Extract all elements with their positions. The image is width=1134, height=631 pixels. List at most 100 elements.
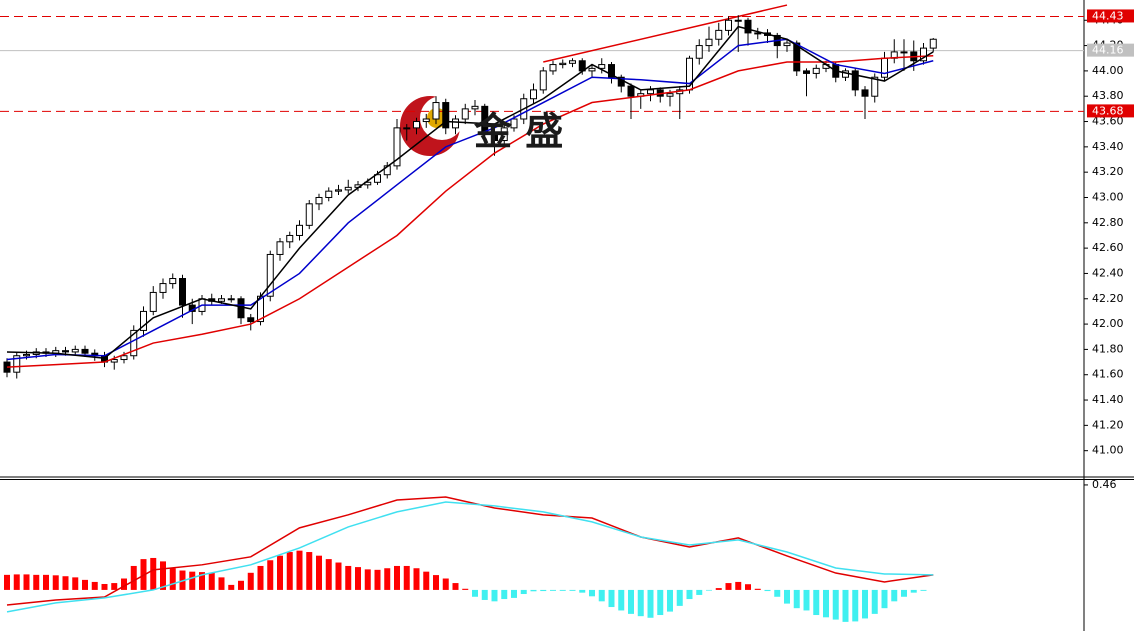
y-tick-label: 42.60 bbox=[1092, 241, 1124, 254]
candle-body bbox=[920, 47, 927, 62]
candle-body bbox=[539, 70, 547, 91]
histogram-bar bbox=[43, 574, 49, 590]
y-tick-label: 41.00 bbox=[1092, 444, 1124, 457]
candle-body bbox=[549, 64, 557, 72]
y-tick-label: 42.40 bbox=[1092, 266, 1124, 279]
candle-body bbox=[169, 278, 177, 285]
histogram-bar bbox=[228, 584, 235, 590]
histogram-bar bbox=[257, 565, 264, 590]
candle-body bbox=[491, 133, 498, 142]
histogram-bar bbox=[433, 575, 439, 590]
histogram-bar bbox=[23, 574, 30, 590]
histogram-bar bbox=[559, 589, 566, 591]
histogram-bar bbox=[793, 589, 800, 609]
candle-body bbox=[62, 350, 69, 353]
candle-body bbox=[422, 118, 430, 123]
candle-body bbox=[315, 196, 323, 205]
y-tick-label: 42.20 bbox=[1092, 292, 1124, 305]
histogram-bar bbox=[910, 589, 917, 593]
histogram-bar bbox=[540, 589, 547, 592]
histogram-bar bbox=[628, 589, 634, 614]
candle-body bbox=[851, 70, 859, 91]
candle-body bbox=[627, 85, 635, 97]
indicator-line bbox=[6, 54, 934, 368]
candle-body bbox=[734, 19, 742, 22]
y-tick-label: 0.46 bbox=[1092, 478, 1117, 491]
histogram-bar bbox=[920, 589, 927, 591]
histogram-bar bbox=[696, 589, 703, 595]
histogram-bar bbox=[735, 581, 742, 590]
histogram-bar bbox=[520, 589, 527, 595]
candle-body bbox=[335, 189, 342, 192]
candle-body bbox=[344, 186, 352, 191]
candle-body bbox=[861, 89, 869, 97]
histogram-bar bbox=[706, 589, 712, 591]
candle-body bbox=[276, 241, 284, 255]
histogram-bar bbox=[569, 589, 576, 591]
y-tick-label: 43.20 bbox=[1092, 165, 1124, 178]
histogram-bar bbox=[871, 589, 878, 614]
histogram-bar bbox=[62, 576, 69, 590]
candle-body bbox=[110, 359, 118, 363]
indicator-line bbox=[6, 496, 934, 606]
histogram-bar bbox=[715, 588, 722, 590]
candle-body bbox=[442, 102, 450, 129]
histogram-bar bbox=[160, 561, 166, 590]
price-label: 44.16 bbox=[1092, 44, 1124, 57]
histogram-bar bbox=[891, 589, 898, 602]
candle-body bbox=[227, 298, 235, 301]
histogram-bar bbox=[608, 589, 615, 608]
candle-body bbox=[481, 105, 489, 135]
candle-body bbox=[120, 355, 128, 361]
histogram-bar bbox=[413, 568, 420, 590]
histogram-bar bbox=[384, 568, 391, 590]
candle-body bbox=[432, 102, 440, 120]
candle-body bbox=[286, 234, 294, 243]
candle-body bbox=[393, 127, 401, 167]
histogram-bar bbox=[316, 555, 322, 590]
histogram-bar bbox=[530, 589, 537, 592]
histogram-bar bbox=[774, 589, 781, 597]
candle-body bbox=[500, 127, 508, 142]
histogram-bar bbox=[803, 589, 810, 611]
histogram-bar bbox=[686, 589, 693, 600]
histogram-bar bbox=[676, 589, 683, 606]
histogram-bar bbox=[325, 559, 332, 590]
histogram-bar bbox=[355, 567, 361, 590]
histogram-bar bbox=[335, 562, 342, 590]
histogram-bar bbox=[618, 589, 625, 611]
y-tick-label: 43.60 bbox=[1092, 115, 1124, 128]
histogram-bar bbox=[218, 577, 225, 590]
price-label-box bbox=[1087, 104, 1134, 118]
histogram-bar bbox=[442, 578, 449, 590]
histogram-bar bbox=[579, 589, 586, 593]
price-label-box bbox=[1087, 43, 1134, 57]
histogram-bar bbox=[33, 574, 40, 590]
candle-body bbox=[647, 89, 654, 95]
histogram-bar bbox=[784, 589, 790, 604]
histogram-bar bbox=[247, 572, 254, 590]
histogram-bar bbox=[238, 580, 244, 590]
histogram-bar bbox=[481, 589, 488, 600]
histogram-bar bbox=[101, 583, 108, 590]
y-tick-label: 44.00 bbox=[1092, 64, 1124, 77]
y-tick-label: 41.40 bbox=[1092, 393, 1124, 406]
histogram-bar bbox=[364, 569, 371, 590]
histogram-bar bbox=[862, 589, 868, 619]
candle-body bbox=[705, 38, 713, 47]
candle-body bbox=[403, 127, 411, 130]
histogram-bar bbox=[91, 581, 98, 590]
histogram-bar bbox=[764, 589, 771, 592]
candle-body bbox=[666, 93, 674, 97]
candle-body bbox=[71, 348, 79, 353]
histogram-bar bbox=[657, 589, 664, 616]
histogram-bar bbox=[901, 589, 907, 597]
candle-body bbox=[803, 70, 810, 74]
candle-body bbox=[179, 278, 186, 306]
candle-body bbox=[218, 298, 225, 302]
histogram-bar bbox=[501, 589, 508, 600]
histogram-bar bbox=[598, 589, 605, 602]
candle-body bbox=[266, 253, 274, 297]
